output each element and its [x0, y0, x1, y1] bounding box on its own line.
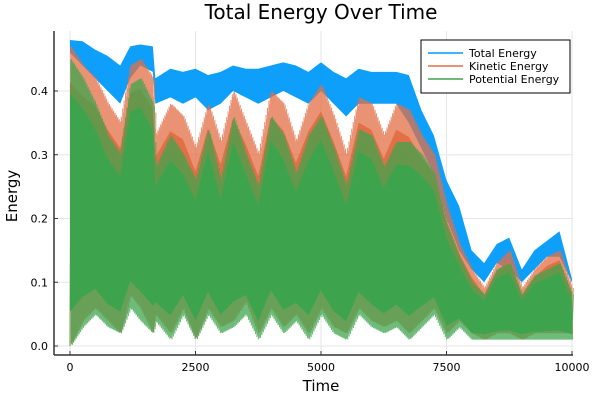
x-ticks: 0 2500 5000 7500 10000: [67, 351, 590, 374]
x-axis-label: Time: [302, 377, 340, 395]
y-tick-label: 0.4: [31, 85, 49, 98]
legend-label-potential: Potential Energy: [469, 73, 560, 86]
legend-label-total: Total Energy: [468, 47, 537, 60]
y-tick-label: 0.2: [31, 213, 49, 226]
legend-entry-total: Total Energy: [428, 47, 537, 60]
series-potential-energy: [69, 59, 574, 347]
chart-title: Total Energy Over Time: [204, 0, 438, 24]
x-tick-label: 2500: [182, 361, 210, 374]
axes: [53, 31, 573, 356]
legend-label-kinetic: Kinetic Energy: [469, 60, 549, 73]
x-tick-label: 0: [67, 361, 74, 374]
y-ticks: 0.0 0.1 0.2 0.3 0.4: [31, 85, 58, 353]
y-tick-label: 0.1: [31, 276, 49, 289]
x-tick-label: 10000: [555, 361, 590, 374]
x-tick-label: 7500: [433, 361, 461, 374]
x-tick-label: 5000: [307, 361, 335, 374]
legend-entry-kinetic: Kinetic Energy: [428, 60, 549, 73]
legend-entry-potential: Potential Energy: [428, 73, 560, 86]
series-oscillation: [69, 59, 574, 347]
legend: Total Energy Kinetic Energy Potential En…: [420, 39, 571, 94]
y-axis-label: Energy: [3, 170, 21, 223]
y-tick-label: 0.3: [31, 149, 49, 162]
y-tick-label: 0.0: [31, 340, 49, 353]
plot-area: [69, 40, 574, 347]
